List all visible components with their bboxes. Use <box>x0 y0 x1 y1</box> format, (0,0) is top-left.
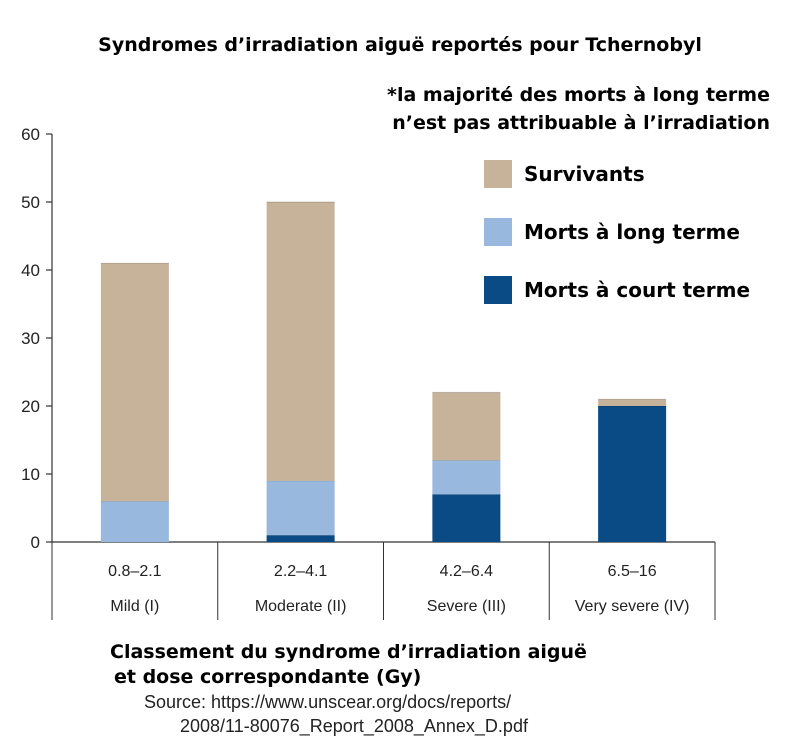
y-tick-label: 10 <box>21 465 40 484</box>
legend-swatch <box>484 276 512 304</box>
annotation-line-2: n’est pas attribuable à l’irradiation <box>392 112 770 134</box>
bar-segment <box>432 494 501 542</box>
source-line-2: 2008/11-80076_Report_2008_Annex_D.pdf <box>180 716 528 736</box>
stacked-bar-chart: 0 10 20 30 40 50 60 0.8–2.1 Mild (I) 2.2–4.1 Moder… <box>21 125 750 620</box>
x-tick-label-grade: Severe (III) <box>427 598 506 615</box>
bar-segment <box>432 460 501 495</box>
bar-segment <box>100 501 169 542</box>
bar-segment <box>432 392 501 461</box>
y-tick-label: 20 <box>21 397 40 416</box>
bar-segment <box>100 263 169 502</box>
x-axis-label-line-2: et dose correspondante (Gy) <box>114 666 422 688</box>
x-tick-label-dose: 0.8–2.1 <box>108 563 161 580</box>
bar-segment <box>266 480 335 536</box>
x-tick-label-grade: Mild (I) <box>110 598 159 615</box>
y-tick-label: 0 <box>31 533 40 552</box>
legend-label: Morts à long terme <box>524 220 740 244</box>
legend-label: Morts à court terme <box>524 278 750 302</box>
chart-title: Syndromes d’irradiation aiguë reportés p… <box>98 34 702 56</box>
x-tick-label-grade: Very severe (IV) <box>575 598 690 615</box>
annotation-line-1: *la majorité des morts à long terme <box>387 84 770 106</box>
x-tick-label-grade: Moderate (II) <box>255 598 347 615</box>
legend-swatch <box>484 160 512 188</box>
source-line-1: Source: https://www.unscear.org/docs/rep… <box>144 692 512 712</box>
bar-segment <box>266 535 335 542</box>
legend-label: Survivants <box>524 162 645 186</box>
y-tick-label: 30 <box>21 329 40 348</box>
x-axis-label-line-1: Classement du syndrome d’irradiation aig… <box>110 641 587 663</box>
bar-segment <box>266 202 335 481</box>
y-tick-label: 60 <box>21 125 40 144</box>
legend-swatch <box>484 218 512 246</box>
x-tick-label-dose: 4.2–6.4 <box>440 563 493 580</box>
y-tick-label: 40 <box>21 261 40 280</box>
bar-segment <box>598 399 667 406</box>
bar-segment <box>598 406 667 542</box>
y-tick-label: 50 <box>21 193 40 212</box>
x-tick-label-dose: 6.5–16 <box>608 563 657 580</box>
x-tick-label-dose: 2.2–4.1 <box>274 563 327 580</box>
